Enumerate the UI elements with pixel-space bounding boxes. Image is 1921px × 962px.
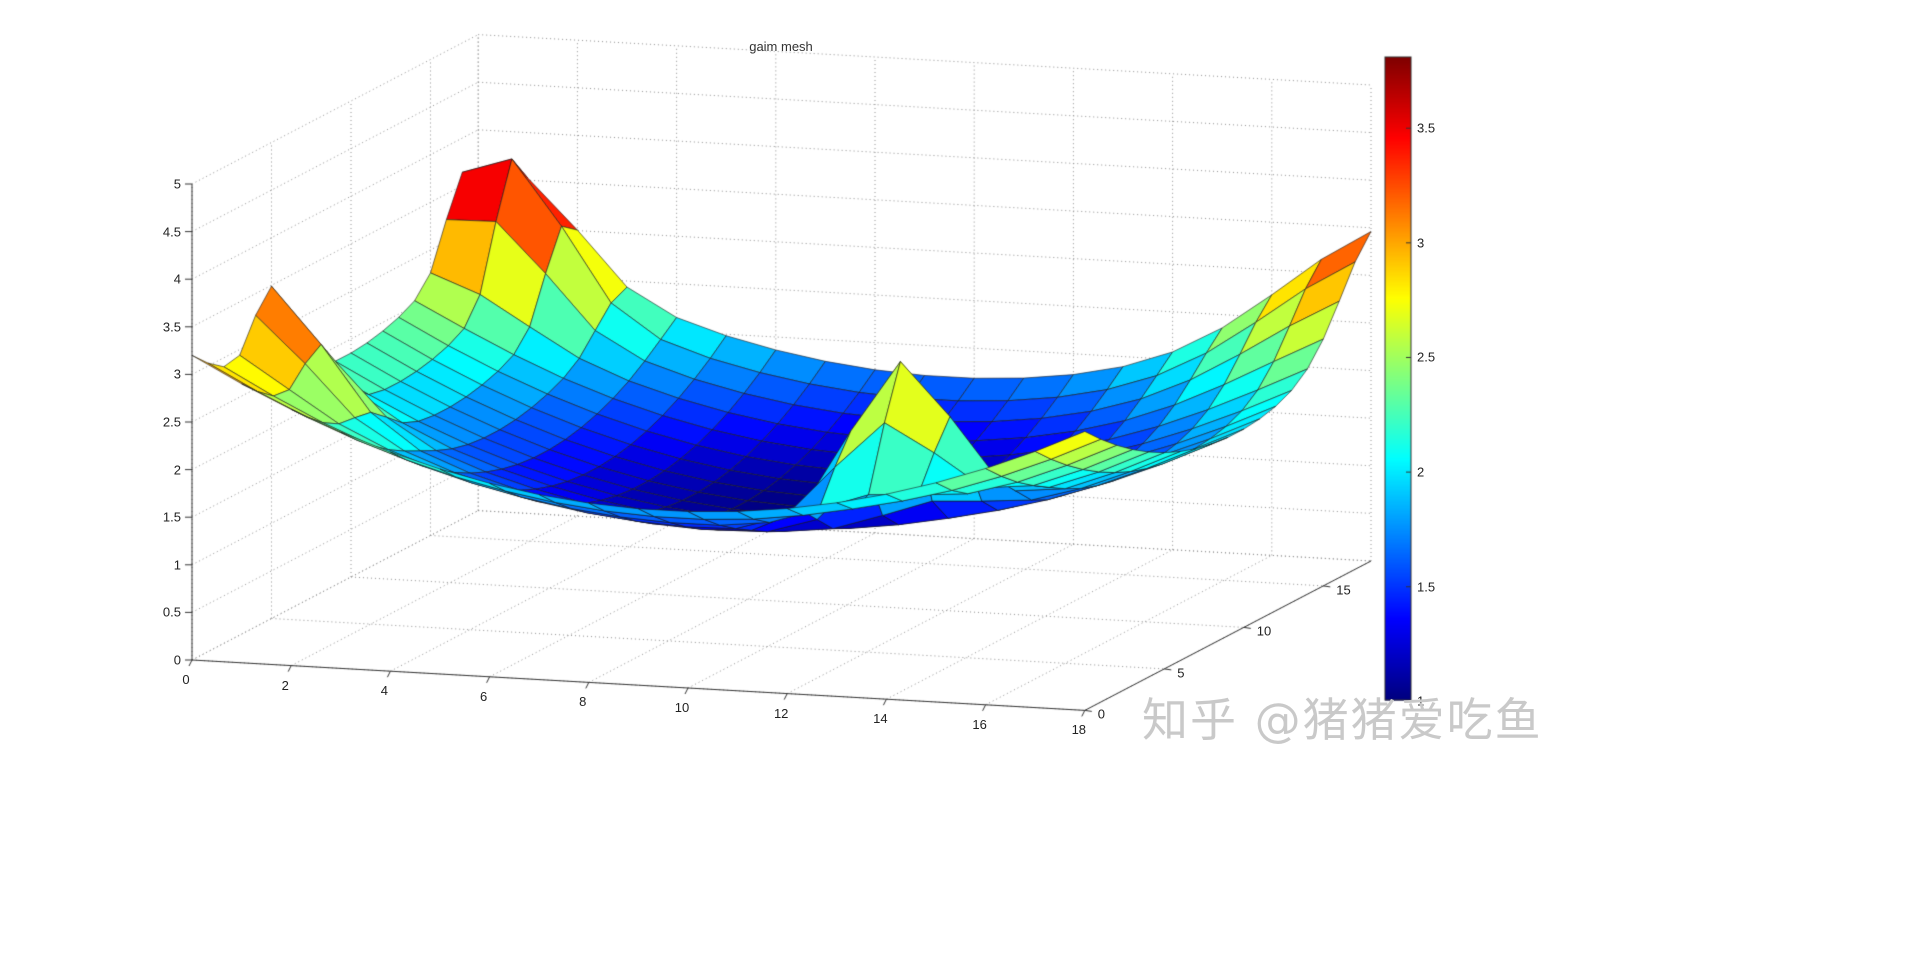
z-axis-tick-label: 3.5 <box>162 319 181 335</box>
y-axis-tick-label: 5 <box>1177 665 1185 681</box>
z-axis-tick-label: 5 <box>173 176 181 192</box>
z-axis-tick-label: 0 <box>173 652 181 668</box>
colorbar-tick-label: 3 <box>1417 235 1425 251</box>
z-axis-tick-label: 1.5 <box>162 509 181 525</box>
z-axis-tick-label: 4 <box>173 271 181 287</box>
chart-title: gaim mesh <box>749 39 813 54</box>
x-axis-tick-label: 14 <box>873 711 888 727</box>
colorbar-tick-label: 3.5 <box>1417 120 1436 136</box>
z-axis-tick-label: 0.5 <box>162 604 181 620</box>
z-axis-tick-label: 2 <box>173 462 181 478</box>
watermark: 知乎 @猪猪爱吃鱼 <box>1142 684 1543 750</box>
x-axis-tick-label: 18 <box>1071 722 1087 738</box>
x-axis-tick-label: 8 <box>579 694 587 710</box>
y-axis-tick-label: 15 <box>1336 582 1351 598</box>
x-axis-tick-label: 6 <box>479 688 488 704</box>
y-axis-tick-label: 0 <box>1097 706 1106 722</box>
x-axis-tick-label: 2 <box>281 677 289 693</box>
z-axis-tick-label: 1 <box>173 557 181 573</box>
colorbar-tick-label: 1 <box>1417 693 1425 709</box>
colorbar-tick-label: 1.5 <box>1417 579 1436 595</box>
x-axis-tick-label: 10 <box>674 700 690 715</box>
x-axis-tick-label: 16 <box>972 716 987 732</box>
x-axis-tick-label: 12 <box>773 705 789 721</box>
x-axis-tick-label: 4 <box>380 683 389 699</box>
z-axis-tick-label: 4.5 <box>162 224 181 240</box>
y-axis-tick-label: 10 <box>1256 623 1272 639</box>
z-axis-tick-label: 3 <box>173 366 181 382</box>
colorbar-tick-label: 2 <box>1417 464 1425 480</box>
watermark-text: 知乎 @猪猪爱吃鱼 <box>1142 693 1543 747</box>
colorbar-tick-label: 2.5 <box>1417 349 1436 365</box>
z-axis-tick-label: 2.5 <box>162 414 181 430</box>
x-axis-tick-label: 0 <box>182 672 190 687</box>
